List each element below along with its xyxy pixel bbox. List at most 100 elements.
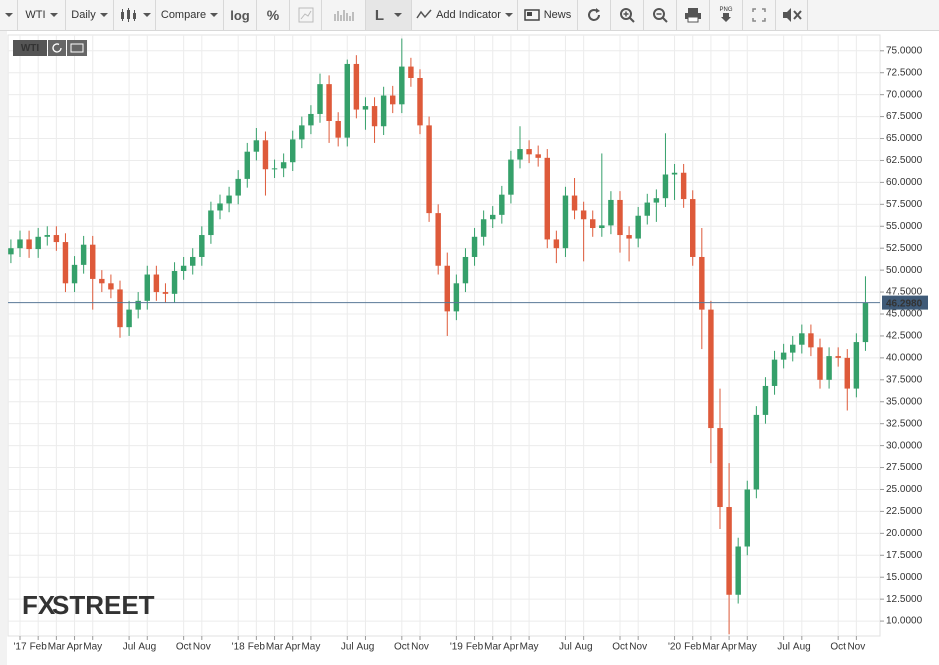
print-button[interactable] — [677, 0, 710, 30]
zoom-in-icon — [620, 8, 635, 23]
zoom-in-button[interactable] — [611, 0, 644, 30]
y-tick-label: 40.0000 — [886, 353, 923, 364]
candle-body — [626, 235, 632, 239]
indicator-icon — [416, 9, 432, 19]
png-button[interactable]: PNG — [710, 0, 743, 30]
x-tick-label: Apr — [721, 642, 737, 653]
candle-body — [53, 235, 60, 243]
candle-body — [90, 244, 96, 279]
x-tick-label: May — [520, 642, 539, 653]
interval-select[interactable]: Daily — [66, 0, 114, 30]
candle-body — [844, 357, 850, 389]
candle-body — [426, 125, 432, 214]
toolbar: WTI Daily Compare log % L Add Indicator … — [0, 0, 939, 31]
candle-body — [753, 414, 760, 490]
candle-body — [762, 385, 769, 415]
news-button[interactable]: News — [518, 0, 578, 30]
y-tick-label: 52.5000 — [886, 243, 923, 254]
y-tick-label: 25.0000 — [886, 484, 923, 495]
draw-button[interactable] — [290, 0, 322, 30]
interval: Daily — [71, 9, 96, 21]
candle-body — [299, 125, 305, 140]
candle-body — [80, 244, 87, 265]
candle-body — [662, 174, 669, 199]
x-tick-label: '19 — [450, 642, 463, 653]
news: News — [543, 9, 572, 21]
style-select[interactable]: L — [366, 0, 412, 30]
watermark-fx: FX — [22, 590, 56, 620]
x-tick-label: '20 — [668, 642, 681, 653]
y-tick-label: 62.5000 — [886, 155, 923, 166]
x-tick-label: Mar — [266, 642, 284, 653]
candle-body — [235, 178, 241, 196]
x-tick-label: Oct — [394, 642, 410, 653]
chart-type-select[interactable] — [114, 0, 156, 30]
candle-body — [444, 265, 450, 312]
legend-settings[interactable] — [67, 40, 87, 56]
x-tick-label: Feb — [30, 642, 48, 653]
zoom-out-icon — [653, 8, 668, 23]
x-tick-label: Aug — [138, 642, 156, 653]
fullscreen-icon — [752, 8, 766, 22]
compare-select[interactable]: Compare — [156, 0, 224, 30]
indicator-select[interactable]: Add Indicator — [412, 0, 518, 30]
png-label: PNG — [719, 7, 733, 13]
candle-body — [44, 235, 50, 237]
chart-style: L — [374, 6, 385, 24]
candle-body — [380, 95, 387, 127]
log-button[interactable]: log — [224, 0, 257, 30]
candle-body — [744, 489, 750, 547]
candle-body — [780, 352, 787, 360]
x-tick-label: Mar — [48, 642, 66, 653]
y-tick-label: 45.0000 — [886, 309, 923, 320]
candle-body — [862, 302, 869, 343]
x-tick-label: Oct — [612, 642, 628, 653]
volume-button[interactable] — [322, 0, 366, 30]
y-tick-label: 55.0000 — [886, 221, 923, 232]
candle-body — [135, 300, 141, 310]
x-tick-label: Jul — [123, 642, 136, 653]
x-tick-label: Apr — [285, 642, 301, 653]
menu[interactable] — [0, 0, 18, 30]
settings-icon — [70, 43, 84, 53]
x-tick-label: Jul — [777, 642, 790, 653]
y-tick-label: 22.5000 — [886, 506, 923, 517]
fullscreen-button[interactable] — [743, 0, 776, 30]
candle-body — [562, 195, 569, 249]
candle-body — [617, 199, 623, 236]
symbol-select[interactable]: WTI — [18, 0, 66, 30]
percent-button[interactable]: % — [257, 0, 290, 30]
legend-symbol: WTI — [21, 43, 40, 54]
watermark-street: STREET — [52, 590, 155, 620]
add-indicator: Add Indicator — [436, 9, 501, 21]
candle-body — [390, 95, 396, 105]
candle-body — [290, 139, 296, 163]
news-icon — [523, 9, 540, 21]
legend-refresh[interactable] — [48, 40, 66, 56]
x-tick-label: Oct — [830, 642, 846, 653]
candle-body — [199, 235, 205, 257]
mute-button[interactable] — [776, 0, 808, 30]
candle-body — [117, 289, 123, 328]
refresh-button[interactable] — [578, 0, 611, 30]
candle-body — [408, 66, 414, 78]
x-tick-label: Jul — [341, 642, 354, 653]
candle-body — [217, 203, 223, 211]
candle-body — [690, 199, 696, 257]
candle-body — [508, 159, 514, 195]
candle-body — [208, 210, 214, 236]
y-tick-label: 67.5000 — [886, 111, 923, 122]
volume-icon — [334, 10, 353, 21]
candle-body — [162, 292, 169, 294]
y-tick-label: 70.0000 — [886, 89, 923, 100]
zoom-out-button[interactable] — [644, 0, 677, 30]
candle-body — [253, 140, 260, 152]
refresh-icon — [588, 8, 600, 21]
candle-body — [580, 210, 587, 220]
x-tick-label: Oct — [176, 642, 192, 653]
candle-body — [126, 309, 132, 328]
candle-body — [17, 239, 23, 249]
y-tick-label: 50.0000 — [886, 265, 923, 276]
candle-body — [717, 428, 723, 508]
